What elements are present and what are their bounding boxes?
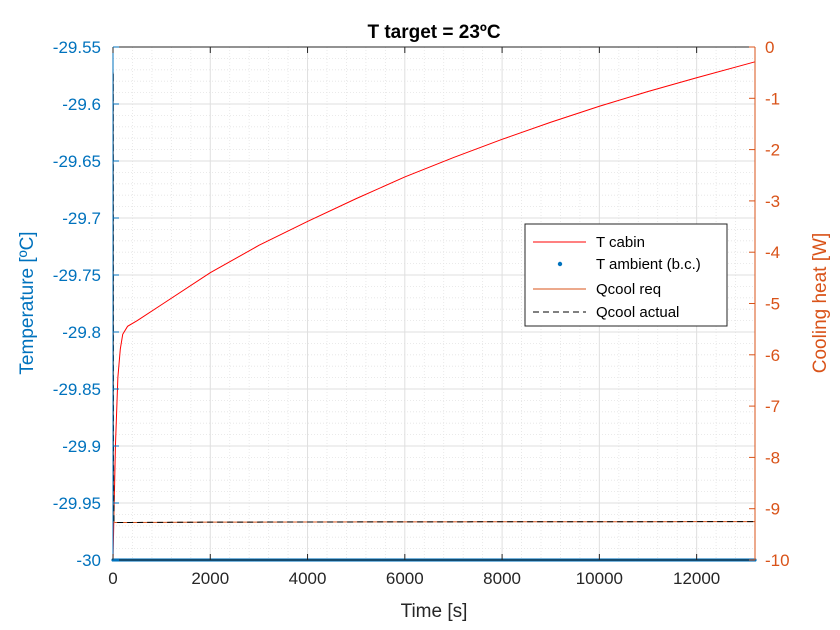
x-axis-label: Time [s] xyxy=(401,601,468,622)
y-left-tick-label: -29.95 xyxy=(53,494,101,513)
x-tick-label: 8000 xyxy=(483,569,521,588)
y-axis-right-label: Cooling heat [W] xyxy=(810,233,831,373)
tick-labels: 0 2000 4000 6000 8000 10000 12000-30-29.95-29.… xyxy=(53,38,790,588)
y-left-tick-label: -30 xyxy=(76,551,101,570)
y-right-tick-label: -10 xyxy=(765,551,790,570)
y-axis-left-label: Temperature [ºC] xyxy=(17,231,38,374)
y-right-tick-label: -4 xyxy=(765,243,780,262)
y-left-tick-label: -29.9 xyxy=(62,437,101,456)
y-right-tick-label: -9 xyxy=(765,500,780,519)
legend-label-qcool-req: Qcool req xyxy=(596,281,661,298)
legend-swatch-t-ambient xyxy=(557,261,563,267)
minor-grid xyxy=(113,47,755,560)
x-tick-label: 4000 xyxy=(289,569,327,588)
y-right-tick-label: -6 xyxy=(765,346,780,365)
y-right-tick-label: -5 xyxy=(765,295,780,314)
legend-box xyxy=(524,223,728,327)
legend-label-t-ambient: T ambient (b.c.) xyxy=(596,256,701,273)
x-tick-label: 0 xyxy=(108,569,117,588)
x-tick-label: 10000 xyxy=(576,569,623,588)
series-line-t-cabin xyxy=(112,61,756,561)
y-left-tick-label: -29.8 xyxy=(62,323,101,342)
y-right-tick-label: -2 xyxy=(765,141,780,160)
y-left-tick-label: -29.6 xyxy=(62,95,101,114)
y-left-tick-label: -29.65 xyxy=(53,152,101,171)
y-right-tick-label: -3 xyxy=(765,192,780,211)
y-right-tick-label: -1 xyxy=(765,89,780,108)
y-left-tick-label: -29.75 xyxy=(53,266,101,285)
legend[interactable]: T cabin T ambient (b.c.) Qcool req Qcool… xyxy=(524,223,728,327)
legend-label-qcool-actual: Qcool actual xyxy=(596,304,679,321)
y-right-tick-label: -7 xyxy=(765,397,780,416)
y-left-tick-label: -29.85 xyxy=(53,380,101,399)
legend-label-t-cabin: T cabin xyxy=(596,234,645,251)
axes-layer xyxy=(112,46,756,561)
x-tick-label: 6000 xyxy=(386,569,424,588)
chart-title: T target = 23ºC xyxy=(367,22,500,43)
y-right-tick-label: 0 xyxy=(765,38,774,57)
y-right-tick-label: -8 xyxy=(765,448,780,467)
y-left-tick-label: -29.55 xyxy=(53,38,101,57)
x-tick-label: 12000 xyxy=(673,569,720,588)
y-left-tick-label: -29.7 xyxy=(62,209,101,228)
series-line-qcool-actual xyxy=(112,72,756,561)
x-tick-label: 2000 xyxy=(191,569,229,588)
